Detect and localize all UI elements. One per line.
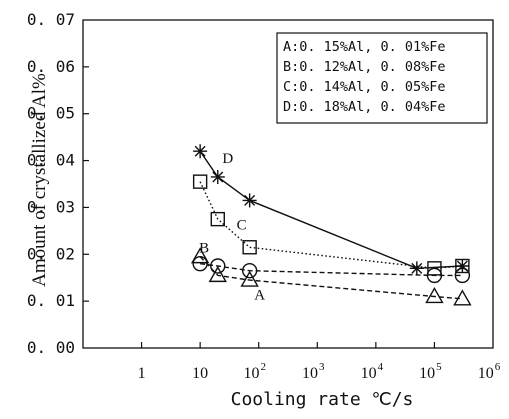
y-tick-label: 0. 06 [27, 57, 75, 76]
series-label-A: A [254, 287, 265, 303]
x-tick-label: 10 [192, 365, 208, 382]
square-marker [192, 174, 208, 189]
square-marker [427, 261, 442, 276]
triangle-marker [240, 270, 259, 287]
triangle-marker [190, 247, 210, 264]
y-tick-label: 0. 03 [27, 197, 75, 216]
series-line-A [199, 256, 463, 300]
series-label-D: D [222, 151, 233, 167]
legend-entry: C:0. 14%Al, 0. 05%Fe [283, 79, 446, 95]
series-labels: A B C D [199, 151, 265, 303]
axes: 0. 00 0. 01 0. 02 0. 03 0. 04 0. 05 0. 06 0. 07… [27, 10, 501, 382]
y-tick-label: 0. 00 [27, 338, 75, 357]
star-marker [455, 259, 470, 273]
x-tick-label: 103 [302, 361, 325, 382]
star-marker [193, 144, 208, 159]
square-marker [210, 211, 225, 227]
y-tick-label: 0. 07 [27, 10, 75, 29]
y-tick-label: 0. 01 [27, 291, 75, 310]
triangle-marker [425, 287, 444, 304]
square-marker [242, 240, 257, 255]
star-marker [409, 261, 424, 276]
circle-marker [241, 262, 258, 279]
legend-entry: A:0. 15%Al, 0. 01%Fe [283, 39, 446, 55]
y-axis-label: Amount of crystallized Al% [29, 73, 50, 287]
circle-marker [210, 258, 226, 274]
y-tick-label: 0. 05 [27, 104, 75, 123]
x-tick-label: 106 [478, 361, 501, 382]
x-tick-label: 104 [361, 361, 384, 382]
x-tick-label: 102 [243, 361, 266, 382]
triangle-marker [208, 265, 227, 283]
series-label-B: B [199, 241, 209, 257]
x-tick-label: 1 [138, 365, 146, 382]
star-marker [210, 169, 225, 184]
legend-box [276, 32, 488, 124]
legend-entry: B:0. 12%Al, 0. 08%Fe [283, 59, 446, 75]
series-line-D [199, 150, 463, 270]
plot-frame [82, 19, 494, 349]
series-markers [190, 144, 472, 306]
series-line-B [200, 263, 463, 277]
circle-marker [192, 255, 208, 272]
triangle-marker [453, 289, 472, 306]
series-label-C: C [237, 217, 247, 233]
x-tick-label: 105 [419, 361, 442, 382]
y-tick-label: 0. 02 [27, 244, 75, 263]
legend-entry: D:0. 18%Al, 0. 04%Fe [283, 99, 446, 115]
x-axis-label: Cooling rate ℃/s [231, 389, 414, 410]
star-marker [242, 193, 257, 208]
y-tick-label: 0. 04 [27, 151, 75, 170]
legend: A:0. 15%Al, 0. 01%Fe B:0. 12%Al, 0. 08%Fe… [276, 32, 488, 124]
